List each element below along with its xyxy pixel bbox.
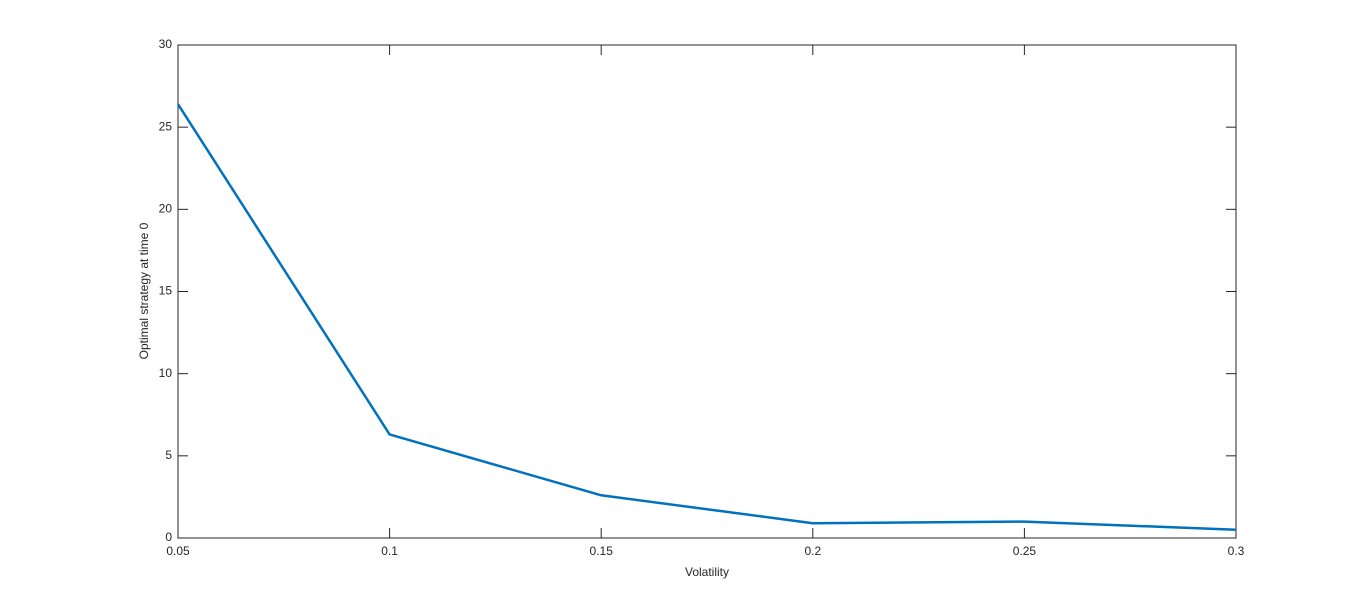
x-tick-label: 0.05: [166, 544, 190, 558]
line: [176, 103, 1237, 532]
x-tick-label: 0.15: [590, 544, 614, 558]
x-tick-label: 0.25: [1013, 544, 1037, 558]
plot-box: [177, 44, 1237, 539]
y-tick-label: 10: [159, 366, 173, 380]
y-tick-label: 30: [159, 37, 173, 51]
y-tick-label: 15: [159, 284, 173, 298]
y-tick-label: 0: [165, 530, 172, 544]
y-axis-label: Optimal strategy at time 0: [137, 222, 151, 359]
y-tick-label: 5: [165, 448, 172, 462]
y-tick-label: 20: [159, 202, 173, 216]
x-tick-label: 0.2: [804, 544, 821, 558]
x-tick-label: 0.1: [381, 544, 398, 558]
x-tick-label: 0.3: [1228, 544, 1245, 558]
x-axis-label: Volatility: [685, 565, 729, 579]
y-tick-label: 25: [159, 119, 173, 133]
